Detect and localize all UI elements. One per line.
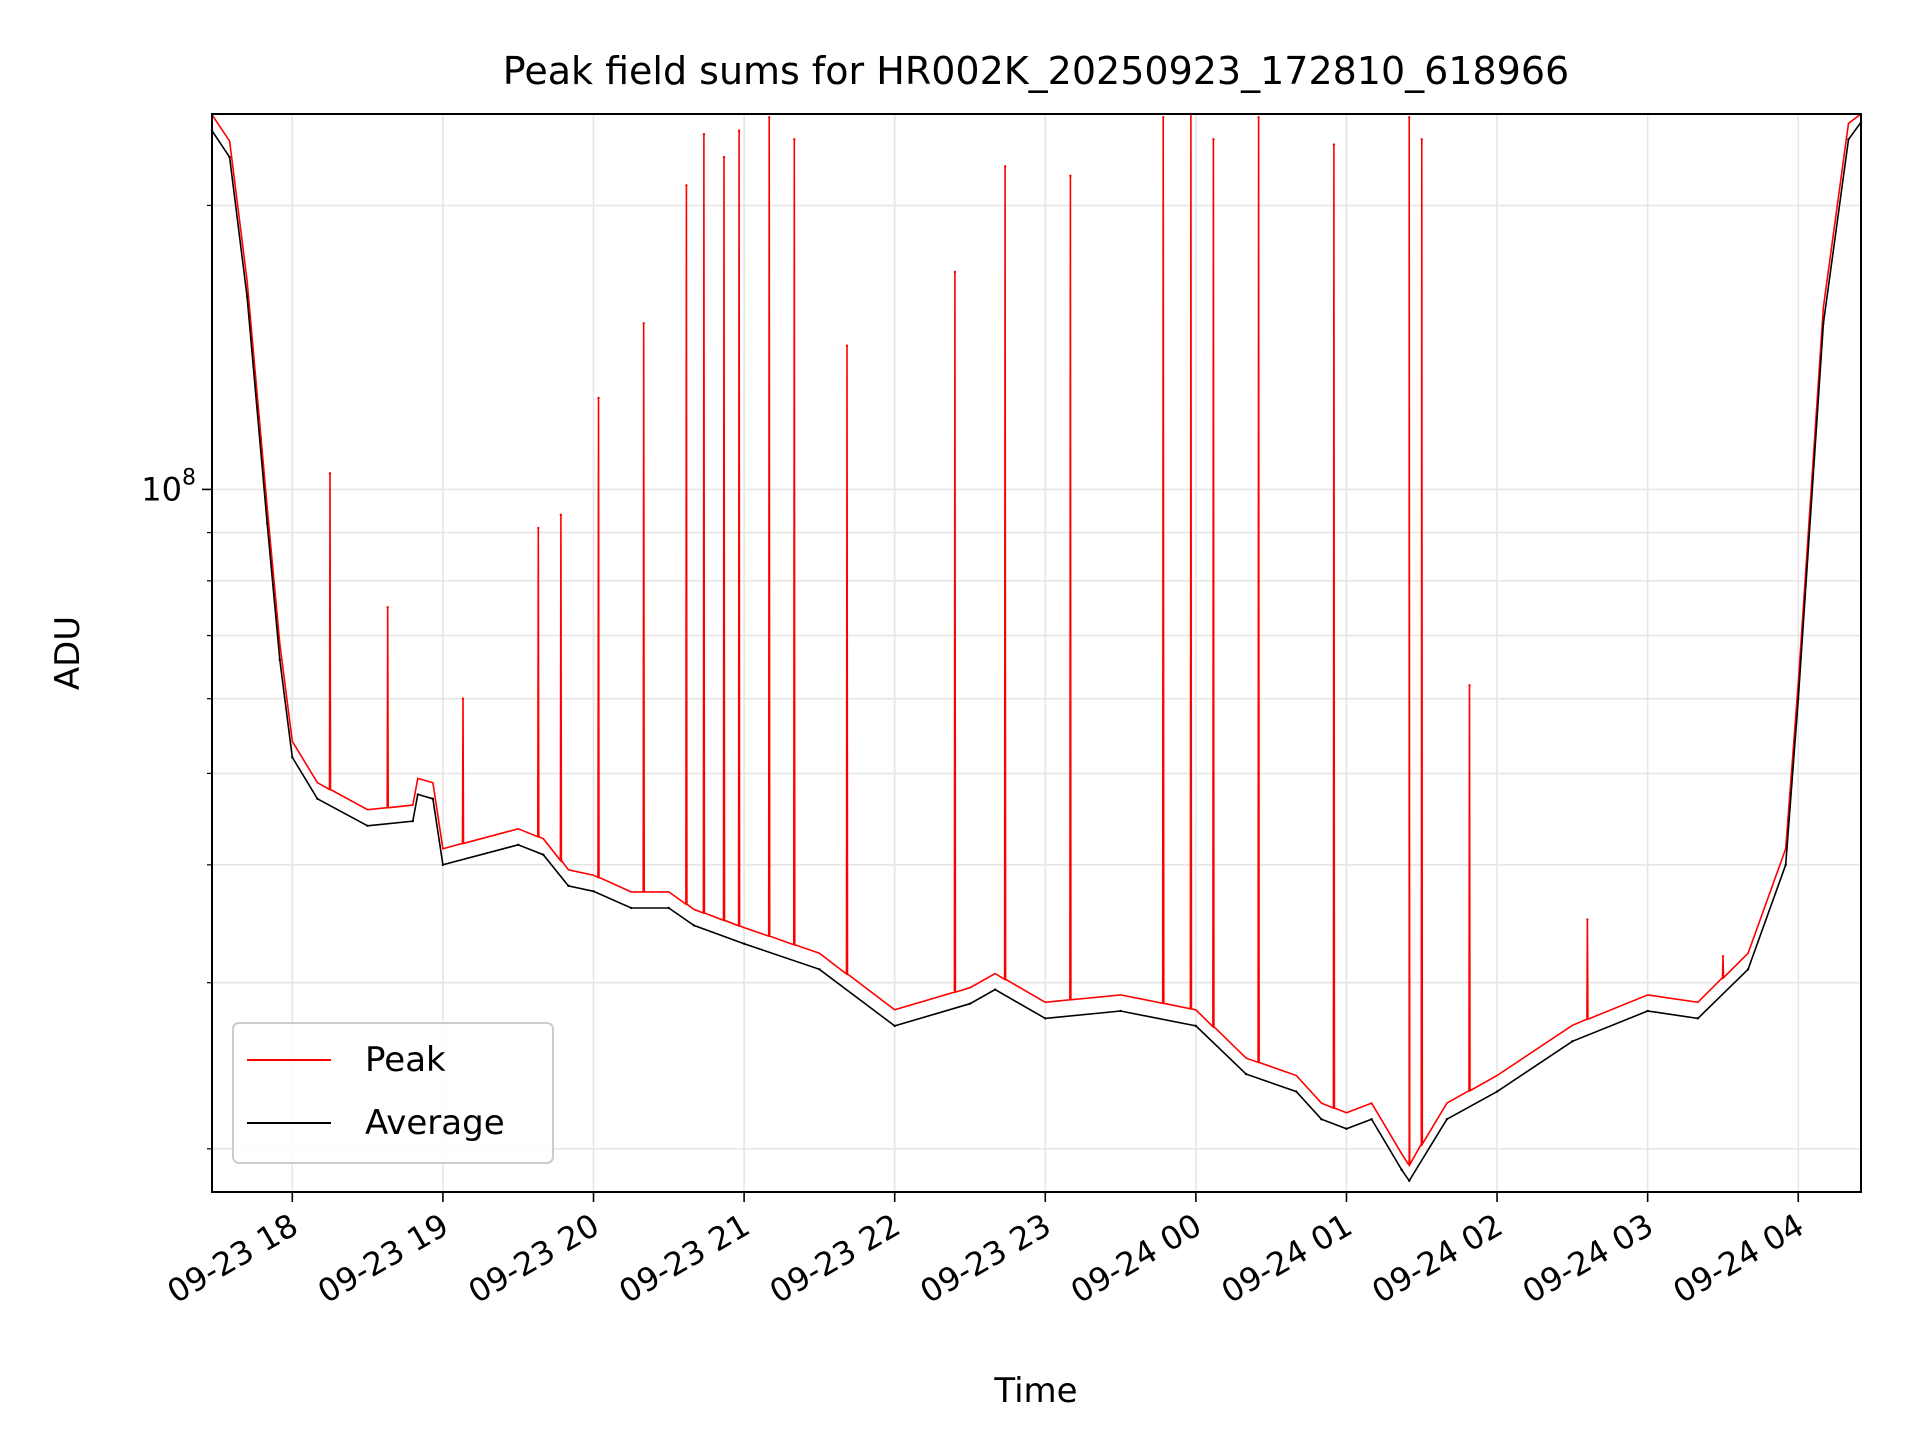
peak-point: [845, 344, 849, 347]
peak-point: [1721, 955, 1725, 958]
peak-point: [1257, 116, 1260, 119]
peak-point: [461, 697, 465, 700]
average-point: [1822, 322, 1825, 325]
average-point: [1646, 1009, 1649, 1013]
peak-point: [953, 270, 957, 274]
average-point: [1345, 1127, 1348, 1131]
average-point: [316, 797, 319, 800]
peak-point: [722, 155, 726, 159]
peak-point: [685, 184, 688, 187]
average-point: [1194, 1024, 1198, 1028]
peak-point: [1212, 138, 1215, 141]
average-point: [1408, 1179, 1411, 1182]
average-point: [968, 1002, 972, 1005]
average-point: [893, 1024, 896, 1028]
peak-point: [597, 396, 600, 400]
average-point: [278, 658, 281, 661]
plot-frame: [211, 113, 1862, 1193]
average-point: [1044, 1017, 1047, 1020]
peak-point: [537, 526, 540, 530]
peak-point: [1420, 138, 1423, 141]
peak-point: [1468, 684, 1471, 687]
average-point: [667, 906, 671, 910]
peak-point: [386, 606, 389, 609]
average-point: [567, 884, 570, 888]
average-point: [818, 968, 821, 971]
x-axis-label: Time: [993, 1371, 1077, 1411]
average-point: [431, 797, 435, 800]
peak-point: [1162, 116, 1165, 119]
average-point: [266, 522, 269, 525]
legend-box: [232, 1022, 554, 1164]
peak-point: [328, 472, 332, 475]
average-point: [1445, 1118, 1449, 1121]
peak-point: [1332, 143, 1336, 146]
average-point: [742, 942, 746, 945]
average-point: [1847, 138, 1850, 141]
average-point: [1370, 1118, 1373, 1121]
average-point: [1746, 968, 1750, 971]
average-point: [1244, 1072, 1248, 1076]
series-group: [210, 112, 1863, 1183]
average-point: [228, 155, 231, 159]
average-point: [629, 906, 633, 910]
legend-label-peak: Peak: [365, 1040, 446, 1080]
average-point: [291, 756, 294, 759]
y-axis-label: ADU: [48, 616, 88, 690]
average-point: [366, 824, 369, 827]
average-point: [245, 295, 249, 299]
average-point: [692, 924, 696, 927]
peak-point: [559, 513, 563, 516]
average-point: [1119, 1009, 1122, 1013]
grid: [212, 114, 1861, 1192]
average-point: [592, 890, 595, 893]
average-point: [1784, 863, 1787, 867]
average-point: [1400, 1168, 1403, 1172]
average-point: [1797, 697, 1800, 700]
y-tick-label: 108: [141, 465, 196, 508]
average-point: [542, 853, 545, 856]
peak-point: [767, 116, 771, 119]
average-point: [1320, 1118, 1323, 1121]
average-point: [441, 863, 445, 867]
peak-point: [1003, 165, 1007, 168]
average-point: [1495, 1090, 1499, 1093]
average-point: [1696, 1017, 1700, 1020]
peak-point: [1408, 116, 1411, 119]
legend: Peak Average: [232, 1022, 554, 1164]
average-point: [517, 843, 520, 847]
average-point: [1571, 1040, 1574, 1043]
peak-point: [642, 322, 645, 325]
peak-series-line: [211, 113, 1862, 1168]
peak-point: [793, 138, 796, 141]
average-point: [411, 819, 414, 823]
average-point: [416, 793, 420, 796]
peak-point: [737, 129, 741, 132]
average-point: [1295, 1090, 1298, 1093]
chart-title: Peak field sums for HR002K_20250923_1728…: [503, 49, 1569, 93]
peak-point: [702, 132, 706, 136]
average-point: [993, 988, 997, 991]
peak-point: [1069, 174, 1072, 177]
peak-point: [1586, 918, 1589, 921]
legend-label-average: Average: [365, 1103, 505, 1143]
